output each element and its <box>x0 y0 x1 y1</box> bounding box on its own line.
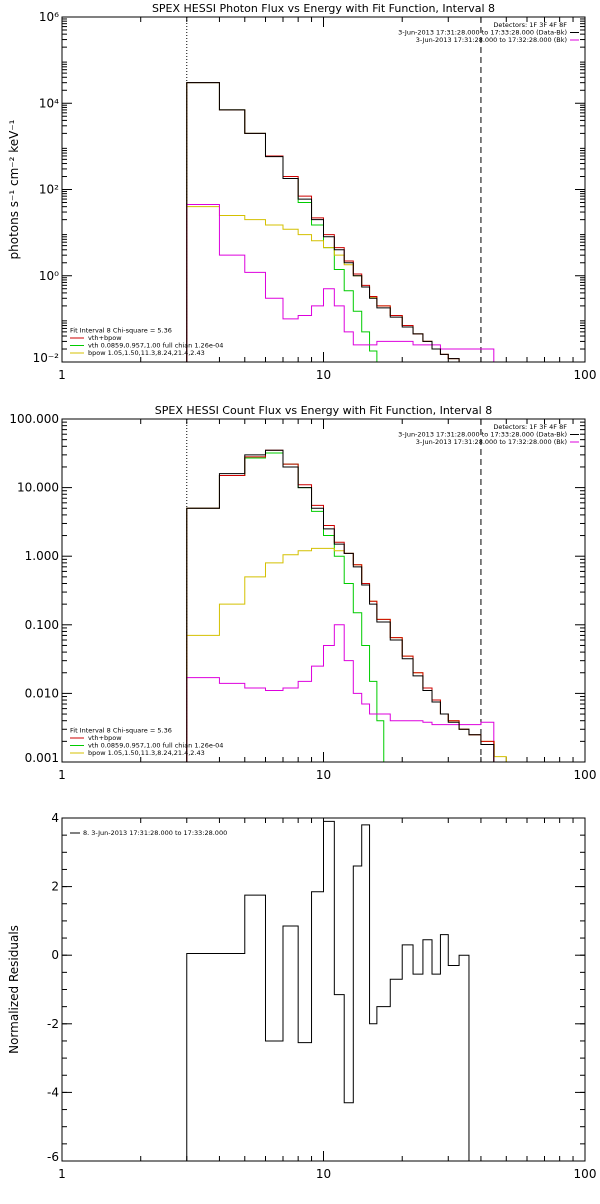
y-tick-label: 100.000 <box>9 412 59 426</box>
series-data-line <box>186 449 495 762</box>
y-tick-label: 10.000 <box>17 481 59 495</box>
series-data-line <box>186 82 495 362</box>
chart-title: SPEX HESSI Photon Flux vs Energy with Fi… <box>152 2 495 15</box>
y-tick-label: -2 <box>47 1017 59 1031</box>
x-tick-label: 10 <box>316 1167 331 1181</box>
legend-top-entry: 3-Jun-2013 17:31:28.000 to 17:33:28.000 … <box>398 29 567 37</box>
legend-bottom-entry: Fit Interval 8 Chi-square = 5.36 <box>70 727 172 735</box>
y-tick-label: 10⁰ <box>39 269 59 283</box>
x-tick-label: 100 <box>574 768 597 782</box>
legend-bottom-entry: Fit Interval 8 Chi-square = 5.36 <box>70 327 172 335</box>
x-tick-label: 1 <box>58 368 66 382</box>
legend-top-entry: 3-Jun-2013 17:31:28.000 to 17:32:28.000 … <box>416 438 567 446</box>
x-tick-label: 10 <box>316 368 331 382</box>
series-vth-line <box>186 82 391 362</box>
legend-bottom-entry: vth 0.0859,0.957,1.00 full chian 1.26e-0… <box>88 742 223 750</box>
y-tick-label: 10⁶ <box>39 10 59 24</box>
x-tick-label: 10 <box>316 768 331 782</box>
legend-bottom-entry: bpow 1.05,1.50,11.3,8.24,21.4,2.43 <box>88 349 205 357</box>
y-axis-label: Normalized Residuals <box>7 925 21 1054</box>
series-model-line <box>186 82 495 362</box>
legend-bottom-entry: vth+bpow <box>88 334 122 342</box>
legend-bottom-entry: bpow 1.05,1.50,11.3,8.24,21.4,2.43 <box>88 749 205 757</box>
y-tick-label: 2 <box>51 880 59 894</box>
chart-panel-2: SPEX HESSI Count Flux vs Energy with Fit… <box>9 404 596 782</box>
y-tick-label: 10⁴ <box>39 96 59 110</box>
y-tick-label: 0.010 <box>25 686 59 700</box>
y-tick-label: 0.100 <box>25 618 59 632</box>
plot-frame <box>61 418 586 763</box>
legend-top-entry: 3-Jun-2013 17:31:28.000 to 17:33:28.000 … <box>398 431 567 439</box>
legend-top-entry: 3-Jun-2013 17:31:28.000 to 17:32:28.000 … <box>416 36 567 44</box>
series-background-line <box>186 624 495 762</box>
y-tick-label: -6 <box>47 1150 59 1164</box>
x-tick-label: 100 <box>574 368 597 382</box>
y-tick-label: 0.001 <box>25 751 59 765</box>
legend-top-entry: 8. 3-Jun-2013 17:31:28.000 to 17:33:28.0… <box>83 829 227 837</box>
y-axis-label: photons s⁻¹ cm⁻² keV⁻¹ <box>7 119 21 259</box>
x-tick-label: 1 <box>58 1167 66 1181</box>
legend-bottom-entry: vth 0.0859,0.957,1.00 full chian 1.26e-0… <box>88 342 223 350</box>
series-background-line <box>186 203 495 362</box>
x-tick-label: 1 <box>58 768 66 782</box>
chart-title: SPEX HESSI Count Flux vs Energy with Fit… <box>155 404 492 417</box>
series-data-line <box>186 820 494 1161</box>
series-vth-line <box>186 452 397 762</box>
legend-bottom-entry: vth+bpow <box>88 734 122 742</box>
chart-panel-1: SPEX HESSI Photon Flux vs Energy with Fi… <box>7 2 596 382</box>
y-tick-label: 10⁻² <box>33 351 60 365</box>
legend-top-entry: Detectors: 1F 3F 4F 8F <box>493 21 567 29</box>
chart-panel-3: Normalized Residuals 1 10 100 -6 -4 -2 0 2 4 8. 3-… <box>7 811 596 1181</box>
y-tick-label: 10² <box>39 183 59 197</box>
y-tick-label: -4 <box>47 1085 59 1099</box>
series-bpow-line <box>186 206 508 362</box>
x-tick-label: 100 <box>574 1167 597 1181</box>
legend-top-entry: Detectors: 1F 3F 4F 8F <box>493 423 567 431</box>
series-model-line <box>186 449 495 762</box>
y-tick-label: 1.000 <box>25 549 59 563</box>
y-tick-label: 0 <box>51 948 59 962</box>
plot-frame <box>61 16 586 363</box>
y-tick-label: 4 <box>51 811 59 825</box>
plot-frame <box>61 817 586 1162</box>
